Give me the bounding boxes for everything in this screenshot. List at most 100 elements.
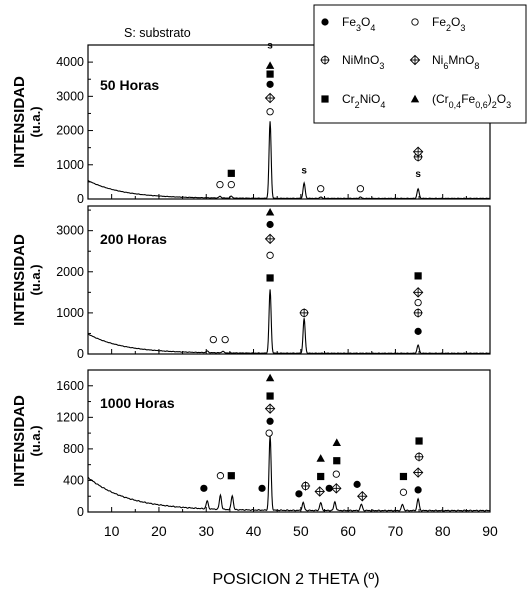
phase-marker-filled-square [333,457,341,465]
xrd-trace [87,289,491,355]
y-tick-label: 1600 [56,379,84,393]
phase-marker-crossed-circle [413,308,423,318]
y-tick-label: 1000 [56,158,84,172]
phase-marker-crossed-circle [299,308,309,318]
legend-entry: Cr2NiO4 [321,92,385,110]
phase-marker-open-circle [227,180,235,189]
xrd-trace [87,435,491,512]
x-tick-label: 50 [293,523,309,539]
phase-marker-filled-circle [266,220,274,229]
phase-marker-filled-square [317,472,325,481]
phase-marker-filled-triangle [265,207,275,216]
x-tick-labels: 10 20 30 40 50 60 70 80 90 [104,523,498,539]
y-tick-label: 0 [77,192,84,206]
x-tick-label: 70 [388,523,404,539]
phase-marker-filled-circle [266,80,274,88]
legend-label: Cr2NiO4 [342,92,385,110]
phase-marker-crossed-diamond [264,403,276,414]
legend-entry: Fe3O4 [321,15,375,33]
phase-marker-open-circle [266,251,274,259]
phase-marker-open-circle [414,298,422,307]
y-tick-label: 1000 [56,306,84,320]
xrd-trace [87,121,491,200]
phase-marker-filled-square [399,472,408,481]
phase-marker-crossed-diamond [264,233,276,245]
phase-marker-crossed-circle [300,481,311,491]
x-tick-label: 80 [435,523,451,539]
panel-title: 200 Horas [100,231,167,247]
legend-symbol-filled-circle [321,18,329,26]
y-tick-label: 2000 [56,265,84,279]
y-tick-label: 1200 [56,410,84,424]
phase-marker-crossed-diamond [331,483,342,494]
legend-entry: NiMnO3 [320,53,384,71]
y-tick-label: 3000 [56,89,84,103]
phase-marker-open-circle [399,488,408,496]
phase-marker-filled-square [227,169,235,177]
phase-marker-filled-circle [258,484,266,492]
legend-symbol-crossed-diamond [409,54,421,66]
x-tick-label: 60 [340,523,356,539]
legend-label: NiMnO3 [342,53,384,71]
y-tick-label: 2000 [56,124,84,138]
phase-marker-filled-square [266,392,274,400]
phase-marker-filled-circle [414,486,422,494]
phase-marker-crossed-diamond [412,287,424,298]
legend-label: Ni6MnO8 [432,53,479,71]
y-tick-label: 3000 [56,224,84,238]
panel-title: 50 Horas [100,77,159,93]
phase-marker-crossed-circle [414,452,424,462]
panel-2: 0 1000 2000 3000 200 Horas INTENSIDAD (u.a.) [11,205,491,361]
legend-entry: Fe2O3 [411,15,465,33]
phase-marker-open-circle [221,335,229,344]
y-axis-unit: (u.a.) [28,264,43,295]
substrate-note: S: substrato [124,26,191,40]
phase-marker-filled-square [414,272,422,280]
y-tick-label: 0 [77,505,84,519]
y-tick-label: 4000 [56,55,84,69]
y-tick-label: 800 [63,442,84,456]
phase-marker-filled-triangle [332,438,341,446]
phase-marker-filled-square [266,274,274,282]
legend: Fe3O4 Fe2O3 NiMnO3 Ni6MnO8 Cr2NiO4 (Cr0,4Fe0,… [313,4,527,124]
y-axis-label: INTENSIDAD [11,395,28,487]
y-axis-label: INTENSIDAD [11,234,28,326]
phase-marker-filled-triangle [265,61,275,69]
phase-marker-crossed-diamond [357,490,368,502]
legend-symbol-filled-square [321,95,329,103]
phase-marker-filled-circle [200,484,208,492]
phase-marker-open-circle [265,429,273,437]
phase-marker-open-circle [317,185,325,193]
y-axis-label: INTENSIDAD [11,76,28,168]
y-tick-label: 400 [63,473,84,487]
phase-marker-filled-circle [414,327,422,335]
legend-symbol-crossed-circle [320,55,330,65]
y-axis-unit: (u.a.) [28,106,43,137]
phase-marker-filled-triangle [316,454,325,462]
substrate-peak-label: s [301,165,307,176]
phase-marker-filled-circle [295,490,303,498]
phase-marker-filled-square [415,437,423,445]
phase-marker-open-circle [209,335,217,344]
substrate-peak-label: s [267,40,273,51]
phase-marker-open-circle [266,108,274,116]
phase-marker-open-circle [216,180,224,189]
panel-frame [87,205,491,355]
substrate-peak-label: s [415,169,421,180]
phase-marker-filled-triangle [265,373,275,382]
phase-marker-filled-square [227,472,235,480]
legend-entry: Ni6MnO8 [409,53,479,71]
x-tick-label: 10 [104,523,120,539]
phase-marker-open-circle [332,470,340,478]
phase-marker-open-circle [356,185,365,193]
x-tick-label: 40 [246,523,262,539]
phase-marker-open-circle [216,472,225,480]
panel-frame [87,369,491,513]
panel-title: 1000 Horas [100,395,175,411]
legend-label: Fe2O3 [432,15,465,33]
panel-3: 0 400 800 1200 1600 1000 Horas INTENSIDAD (u.a.… [11,369,491,519]
legend-entry: (Cr0,4Fe0,6)2O3 [410,92,511,110]
y-axis-unit: (u.a.) [28,425,43,456]
legend-label: Fe3O4 [342,15,375,33]
